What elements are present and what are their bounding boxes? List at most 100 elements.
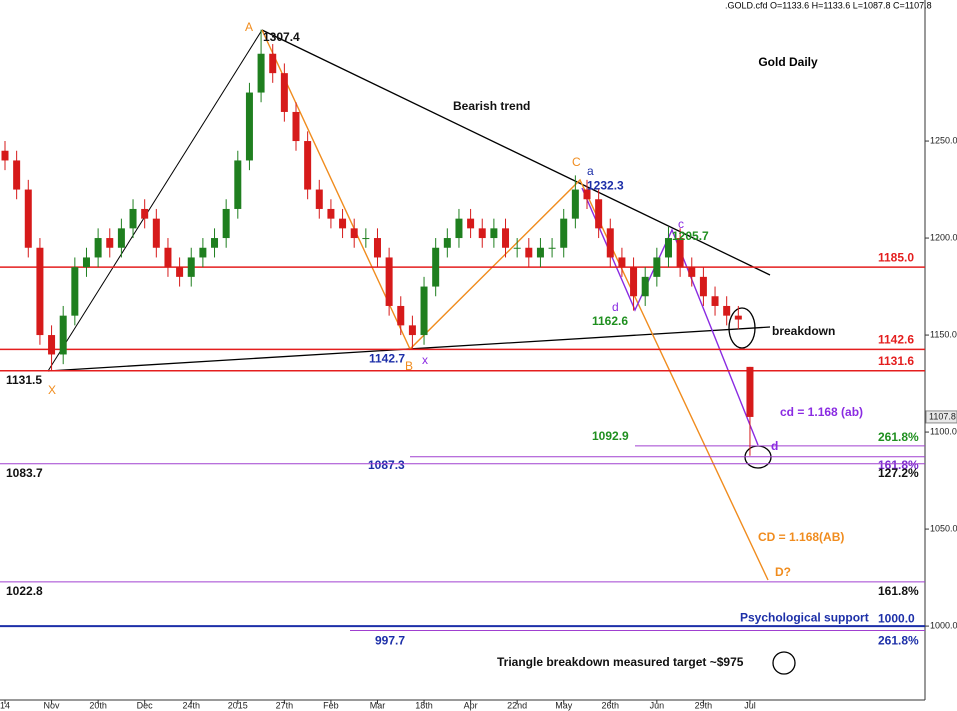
candle-body bbox=[339, 218, 347, 229]
candle-body bbox=[397, 305, 405, 326]
candle-body bbox=[746, 366, 754, 417]
candle-body bbox=[304, 141, 312, 190]
annotation: d bbox=[612, 300, 619, 314]
y-tick-label: 1100.0 bbox=[930, 426, 957, 436]
candle-body bbox=[676, 238, 684, 268]
price-annotation: 1232.3 bbox=[587, 179, 624, 193]
candle-body bbox=[630, 267, 638, 297]
candle-body bbox=[699, 276, 707, 297]
candle-body bbox=[59, 315, 67, 355]
candle-body bbox=[152, 218, 160, 248]
x-tick-label: Nov bbox=[44, 700, 61, 710]
x-tick-label: 22nd bbox=[507, 700, 527, 710]
annotation: d bbox=[771, 439, 778, 453]
x-tick-label: 14 bbox=[0, 700, 10, 710]
candle-body bbox=[385, 257, 393, 306]
level-label: 127.2% bbox=[878, 466, 919, 480]
candle-body bbox=[373, 238, 381, 258]
x-tick-label: Jul bbox=[744, 700, 756, 710]
level-label: 1000.0 bbox=[878, 611, 915, 625]
candle-body bbox=[257, 53, 265, 93]
candle-body bbox=[117, 228, 125, 248]
candle-body bbox=[525, 247, 533, 258]
annotation: c bbox=[678, 217, 684, 231]
candle-body bbox=[129, 208, 137, 229]
level-label: 261.8% bbox=[878, 634, 919, 648]
candle-body bbox=[478, 228, 486, 239]
candle-body bbox=[234, 160, 242, 209]
candle-body bbox=[723, 305, 731, 316]
candle-body bbox=[467, 218, 475, 229]
candle-body bbox=[583, 189, 591, 200]
candle-body bbox=[490, 228, 498, 239]
price-annotation: 1307.4 bbox=[263, 30, 300, 44]
candle-body bbox=[606, 228, 614, 258]
level-left-label: 1022.8 bbox=[6, 584, 43, 598]
annotation: cd = 1.168 (ab) bbox=[780, 405, 863, 419]
candle-body bbox=[548, 247, 556, 249]
level-mid-label: 1087.3 bbox=[368, 458, 405, 472]
level-label: 161.8% bbox=[878, 584, 919, 598]
candle-body bbox=[315, 189, 323, 209]
candle-body bbox=[280, 73, 288, 112]
candle-body bbox=[82, 257, 90, 268]
annotation: breakdown bbox=[772, 324, 835, 338]
level-mid-label: Psychological support bbox=[740, 610, 869, 624]
annotation: A bbox=[245, 20, 253, 34]
candle-body bbox=[362, 238, 370, 240]
x-tick-label: Apr bbox=[464, 700, 478, 710]
price-annotation: 1142.7 bbox=[369, 351, 405, 365]
x-tick-label: 26th bbox=[602, 700, 620, 710]
annotation: CD = 1.168(AB) bbox=[758, 530, 844, 544]
level-label: 1131.6 bbox=[878, 354, 914, 368]
annotation: D? bbox=[775, 565, 791, 579]
candle-body bbox=[443, 238, 451, 248]
candle-body bbox=[222, 208, 230, 239]
candle-body bbox=[502, 228, 510, 248]
candle-body bbox=[106, 238, 114, 248]
level-label: 1185.0 bbox=[878, 250, 914, 264]
candle-body bbox=[176, 267, 184, 277]
xa-line bbox=[47, 29, 263, 372]
candle-body bbox=[653, 257, 661, 277]
annotation: C bbox=[572, 155, 581, 169]
target-circle bbox=[772, 651, 796, 675]
x-tick-label: 2015 bbox=[228, 700, 248, 710]
price-annotation: 1205.7 bbox=[672, 229, 709, 243]
level-label: 261.8% bbox=[878, 430, 919, 444]
y-tick-label: 1250.0 bbox=[930, 135, 957, 145]
x-tick-label: 29th bbox=[695, 700, 713, 710]
chart-title: Gold Daily bbox=[758, 55, 818, 69]
candle-body bbox=[199, 247, 207, 258]
annotation: B bbox=[405, 359, 413, 373]
candle-body bbox=[164, 247, 172, 268]
candle-body bbox=[734, 315, 742, 320]
price-annotation: 1131.5 bbox=[6, 373, 42, 387]
x-tick-label: Dec bbox=[137, 700, 154, 710]
annotation: Bearish trend bbox=[453, 99, 530, 113]
breakdown-circle bbox=[728, 307, 756, 349]
y-tick-label: 1150.0 bbox=[930, 329, 957, 339]
y-tick-label: 1050.0 bbox=[930, 523, 957, 533]
candle-body bbox=[24, 189, 32, 248]
candle-body bbox=[595, 199, 603, 229]
level-mid-label: 1092.9 bbox=[592, 429, 629, 443]
last-price-label: 1107.8 bbox=[929, 411, 956, 421]
candle-body bbox=[94, 238, 102, 258]
price-annotation: 1162.6 bbox=[592, 314, 628, 328]
candle-body bbox=[641, 276, 649, 297]
level-label: 1142.6 bbox=[878, 333, 914, 347]
candle-body bbox=[560, 218, 568, 248]
candle-body bbox=[711, 296, 719, 306]
level-mid-label: 997.7 bbox=[375, 634, 405, 648]
x-tick-label: 27th bbox=[276, 700, 294, 710]
candle-body bbox=[1, 150, 9, 161]
candle-body bbox=[71, 267, 79, 316]
header-quote: .GOLD.cfd O=1133.6 H=1133.6 L=1087.8 C=1… bbox=[725, 0, 932, 10]
y-tick-label: 1000.0 bbox=[930, 620, 957, 630]
candle-body bbox=[211, 238, 219, 248]
triangle-top bbox=[261, 29, 771, 276]
level-label: 161.8% bbox=[878, 458, 919, 472]
x-tick-label: Jun bbox=[650, 700, 665, 710]
